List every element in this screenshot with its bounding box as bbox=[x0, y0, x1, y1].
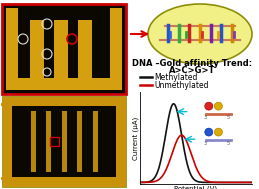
Bar bbox=[1, 103, 6, 106]
Bar bbox=[85, 177, 90, 180]
Bar bbox=[116, 163, 119, 168]
Bar bbox=[2, 96, 126, 187]
Bar bbox=[9, 163, 12, 168]
Bar bbox=[9, 142, 12, 147]
Bar bbox=[43, 177, 48, 180]
Bar bbox=[2, 4, 126, 94]
Text: 5': 5' bbox=[226, 141, 231, 146]
Bar bbox=[46, 111, 51, 172]
Bar bbox=[54, 20, 68, 80]
Bar bbox=[8, 177, 13, 180]
Bar bbox=[64, 177, 69, 180]
Bar bbox=[78, 177, 83, 180]
Text: Unmethylated: Unmethylated bbox=[154, 81, 208, 90]
Bar bbox=[116, 149, 119, 154]
Bar bbox=[22, 177, 27, 180]
Bar bbox=[43, 103, 48, 106]
Text: 3': 3' bbox=[204, 115, 208, 120]
Bar bbox=[77, 111, 82, 172]
Bar bbox=[31, 111, 35, 172]
Circle shape bbox=[205, 128, 213, 136]
Bar bbox=[1, 177, 6, 180]
Bar bbox=[116, 114, 119, 119]
Bar bbox=[18, 8, 102, 78]
Bar bbox=[99, 103, 104, 106]
Text: A>C>G>T: A>C>G>T bbox=[169, 66, 215, 75]
Text: 3': 3' bbox=[204, 141, 208, 146]
Bar bbox=[61, 111, 67, 172]
Bar bbox=[15, 177, 20, 180]
Bar bbox=[9, 128, 12, 133]
Bar bbox=[99, 177, 104, 180]
Bar bbox=[9, 114, 12, 119]
Bar bbox=[116, 121, 119, 126]
Bar bbox=[9, 121, 12, 126]
Bar bbox=[9, 156, 12, 161]
Bar bbox=[50, 177, 55, 180]
Bar bbox=[30, 20, 44, 80]
Ellipse shape bbox=[148, 4, 252, 64]
Bar bbox=[15, 103, 20, 106]
Circle shape bbox=[214, 102, 222, 110]
Bar bbox=[92, 103, 97, 106]
Bar bbox=[8, 103, 13, 106]
Bar bbox=[116, 128, 119, 133]
Bar bbox=[22, 103, 27, 106]
Bar bbox=[92, 111, 97, 172]
X-axis label: Potential (V): Potential (V) bbox=[175, 185, 218, 189]
Bar bbox=[29, 177, 34, 180]
Bar bbox=[9, 135, 12, 140]
Circle shape bbox=[205, 102, 213, 110]
Bar bbox=[78, 103, 83, 106]
Bar bbox=[113, 103, 118, 106]
Bar bbox=[64, 103, 69, 106]
Bar bbox=[57, 103, 62, 106]
Bar bbox=[9, 170, 12, 175]
Bar bbox=[36, 177, 41, 180]
Y-axis label: Current (μA): Current (μA) bbox=[132, 116, 139, 160]
Bar bbox=[9, 149, 12, 154]
Bar bbox=[6, 8, 18, 90]
Bar bbox=[120, 103, 125, 106]
Bar bbox=[57, 177, 62, 180]
Bar bbox=[71, 177, 76, 180]
Bar bbox=[120, 177, 125, 180]
Bar bbox=[92, 177, 97, 180]
Bar bbox=[29, 103, 34, 106]
Bar bbox=[110, 8, 122, 90]
Bar bbox=[36, 103, 41, 106]
Text: Methylated: Methylated bbox=[154, 73, 197, 81]
Bar bbox=[116, 142, 119, 147]
Bar bbox=[113, 177, 118, 180]
Bar bbox=[106, 103, 111, 106]
Bar bbox=[71, 103, 76, 106]
Text: DNA –Gold affinity Trend:: DNA –Gold affinity Trend: bbox=[132, 59, 252, 68]
Bar bbox=[6, 78, 122, 90]
Bar bbox=[12, 106, 116, 177]
Text: 5': 5' bbox=[226, 115, 231, 120]
Bar bbox=[49, 137, 59, 146]
Circle shape bbox=[214, 128, 222, 136]
Bar bbox=[85, 103, 90, 106]
Bar bbox=[106, 177, 111, 180]
Bar bbox=[116, 170, 119, 175]
Bar bbox=[116, 156, 119, 161]
Bar bbox=[116, 135, 119, 140]
Bar bbox=[78, 20, 92, 80]
Bar bbox=[50, 103, 55, 106]
